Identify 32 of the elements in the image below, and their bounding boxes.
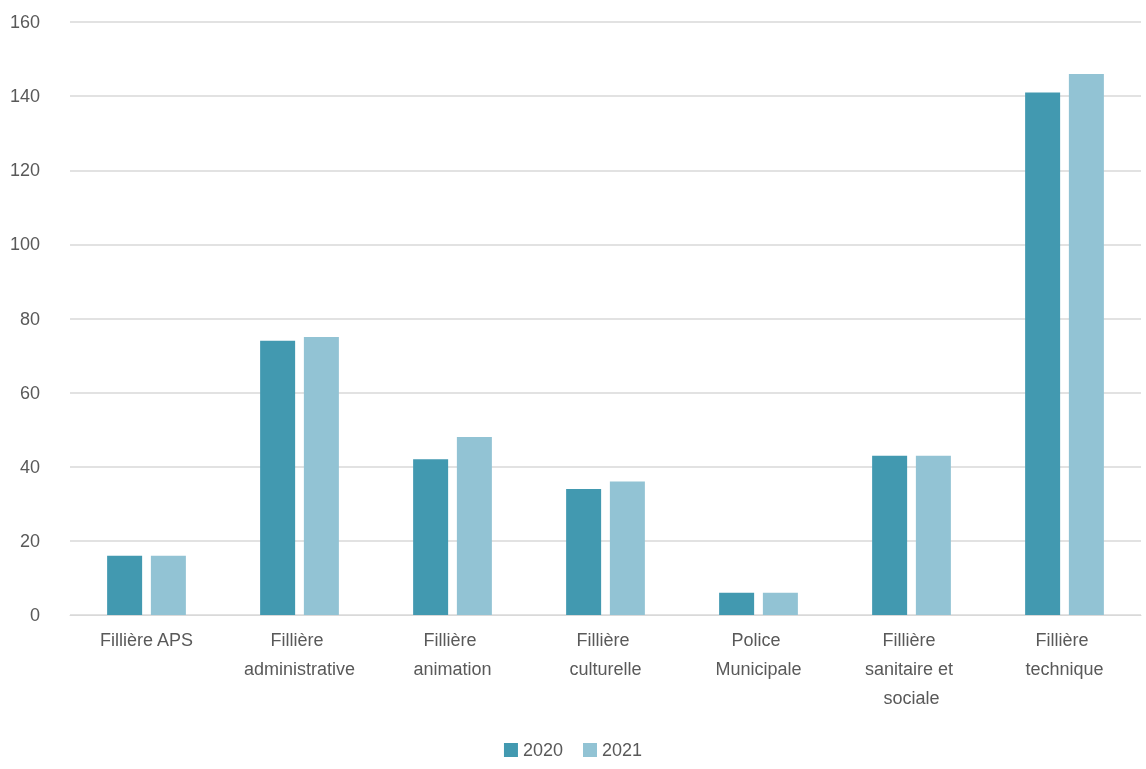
y-tick-label: 40 (19, 456, 40, 477)
bar (915, 455, 951, 615)
y-tick-label: 120 (9, 160, 40, 181)
bar (566, 488, 602, 615)
bar (762, 592, 798, 615)
bar (872, 455, 908, 615)
y-tick-label: 160 (9, 12, 40, 32)
bar (1025, 92, 1061, 615)
x-tick-label: Fillière administrative (243, 629, 356, 679)
bar (1068, 73, 1104, 615)
legend-label: 2021 (602, 740, 643, 760)
x-tick-label: Fillière animation (413, 629, 492, 679)
bar (260, 340, 296, 615)
bar (107, 555, 143, 615)
y-tick-label: 100 (9, 234, 40, 255)
bar (609, 481, 645, 615)
y-tick-label: 20 (19, 530, 40, 551)
y-tick-label: 80 (19, 308, 40, 329)
x-tick-label: Fillière APS (99, 629, 194, 650)
x-tick-label: Fillière culturelle (569, 629, 642, 679)
x-tick-label: Police Municipale (715, 629, 802, 679)
legend-label: 2020 (522, 740, 563, 760)
x-tick-label: Fillière sanitaire et sociale (864, 629, 959, 708)
y-tick-label: 140 (9, 86, 40, 107)
bar (150, 555, 186, 615)
bar (413, 459, 449, 615)
bar (456, 437, 492, 615)
bar (719, 592, 755, 615)
y-tick-label: 0 (29, 605, 40, 625)
x-tick-label: Fillière technique (1025, 629, 1104, 679)
y-tick-label: 60 (19, 382, 40, 403)
bar (303, 337, 339, 615)
